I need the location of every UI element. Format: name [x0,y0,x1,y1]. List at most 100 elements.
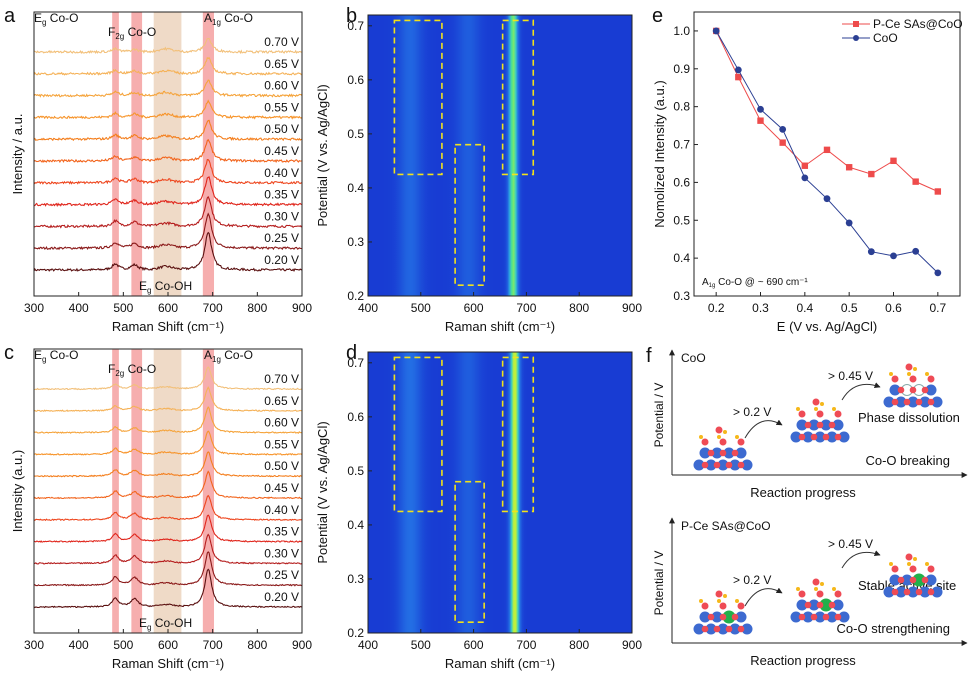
oh-o-atom [701,602,709,610]
o-atom [915,398,923,406]
potential-label: 0.50 V [264,122,299,136]
o-atom [891,588,899,596]
y-tick-label: 0.7 [347,19,364,33]
data-point [890,157,897,165]
data-point [845,164,853,171]
data-point [912,247,920,255]
x-tick-label: 500 [411,638,431,652]
co-atom [705,623,717,635]
o-atom [909,386,917,394]
co-atom [901,574,913,586]
h-atom [723,430,727,434]
o-atom [731,449,739,457]
potential-label: 0.35 V [264,188,299,202]
co-atom [717,459,729,471]
h-atom [814,587,818,591]
y-tick-label: 0.4 [673,251,690,265]
x-tick-label: 900 [292,638,312,652]
h-atom [907,372,911,376]
potential-label: 0.40 V [264,503,299,517]
spectrum-0_20V [33,231,303,272]
y-tick-label: 0.3 [673,289,690,303]
label-subscript: g [147,286,151,295]
o-atom [915,588,923,596]
spectrum-0_55V [33,99,303,120]
o-atom [701,461,709,469]
x-axis-label: Reaction progress [750,485,856,500]
y-tick-label: 0.9 [673,62,690,76]
o-atom [909,576,917,584]
co-atom [925,574,937,586]
o-atom [798,433,806,441]
highlight-box [501,19,535,176]
label-rest: Co-O [221,11,253,25]
o-atom [713,461,721,469]
co-atom [790,431,802,443]
co-atom [826,611,838,623]
co-atom [895,396,907,408]
h-atom [832,407,836,411]
o-atom [731,613,739,621]
co-atom [741,623,753,635]
schematic-title: CoO [681,351,706,365]
panel-label-f: f [646,345,652,367]
label-rest: Co-O [46,11,78,25]
atomic-cluster [790,398,850,443]
transition-arrow [744,419,783,439]
co-atom [711,611,723,623]
highlight-box [454,480,485,623]
label-main: F [108,362,115,376]
x-tick-label: 600 [464,301,484,315]
o-atom [897,576,905,584]
o-atom [701,625,709,633]
label-main: E [34,11,42,25]
co-atom [808,419,820,431]
y-axis-label: Intensity / a.u. [10,114,25,195]
label-subscript: 1g [212,355,221,364]
o-atom [927,588,935,596]
y-axis-label: Intensity (a.u.) [10,450,25,532]
y-tick-label: 0.5 [347,127,364,141]
co-atom [907,586,919,598]
h-atom [907,562,911,566]
x-tick-label: 500 [113,301,133,315]
data-point [801,162,809,169]
atomic-cluster [693,590,753,635]
y-tick-label: 0.7 [347,356,364,370]
co-atom [832,599,844,611]
spectrum-0_25V [33,551,303,587]
o-atom [804,421,812,429]
potential-label: 0.25 V [264,231,299,245]
band-label-a1g-co-o: A1g Co-O [204,11,253,27]
potential-label: 0.65 V [264,394,299,408]
label-subscript: g [147,623,151,632]
potential-label: 0.70 V [264,372,299,386]
y-tick-label: 0.3 [347,235,364,249]
x-tick-label: 900 [292,301,312,315]
label-rest: Co-O [46,348,78,362]
h-atom [735,435,739,439]
x-tick-label: 500 [113,638,133,652]
oh-o-atom [737,602,745,610]
band-label-a1g-co-o: A1g Co-O [204,348,253,364]
h-atom [717,599,721,603]
label-subscript: 2g [115,369,124,378]
data-point [912,178,919,185]
o-atom [725,461,733,469]
oh-o-atom [927,565,935,573]
series-line-p-ce-sas-coo [715,30,939,192]
y-tick-label: 1.0 [673,24,690,38]
x-tick-label: 0.3 [752,301,769,315]
highlight-box [501,356,535,513]
x-tick-label: 600 [464,638,484,652]
co-atom [723,447,735,459]
h-atom [913,557,917,561]
step2-label: > 0.45 V [828,537,873,551]
spectrum-0_30V [33,533,303,565]
h-atom [889,372,893,376]
x-tick-label: 400 [69,301,89,315]
spectrum-0_70V [34,366,303,391]
co-atom [741,459,753,471]
h-atom [814,407,818,411]
potential-label: 0.30 V [264,209,299,223]
